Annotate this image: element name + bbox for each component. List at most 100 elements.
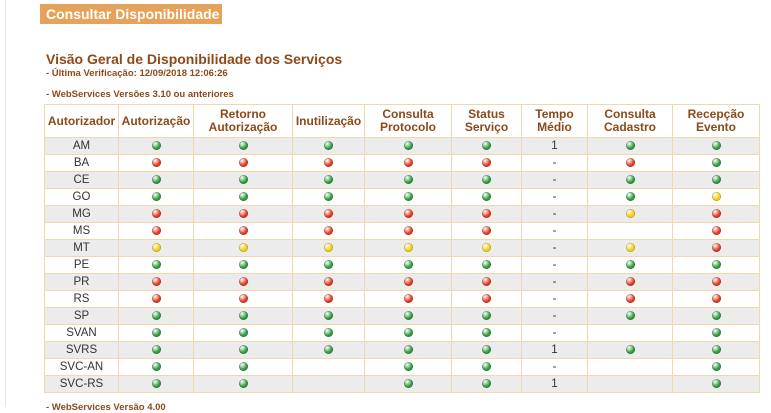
table-row: SVRS 1 xyxy=(44,341,760,359)
value-cell-tempo-medio: - xyxy=(521,307,588,325)
status-cell-status-servico xyxy=(451,341,522,359)
yellow-status-icon xyxy=(324,242,333,252)
green-status-icon xyxy=(403,344,413,354)
column-header-status-servico: Status Serviço xyxy=(451,104,522,138)
green-status-icon xyxy=(711,174,721,184)
red-status-icon xyxy=(151,208,161,218)
status-cell-recepcao-evento xyxy=(672,137,760,155)
status-cell-inutilizacao xyxy=(292,290,365,308)
status-cell-consulta-cadastro xyxy=(587,205,673,223)
red-status-icon xyxy=(238,225,248,235)
red-status-icon xyxy=(403,208,413,218)
autorizador-cell: MS xyxy=(44,222,119,240)
value-cell-tempo-medio: 1 xyxy=(521,375,588,393)
autorizador-cell: SP xyxy=(44,307,119,325)
value-cell-tempo-medio: - xyxy=(521,171,588,189)
value-cell-inutilizacao xyxy=(292,358,365,376)
status-cell-status-servico xyxy=(451,137,522,155)
status-cell-retorno-autorizacao xyxy=(193,154,293,172)
autorizador-cell: SVC-AN xyxy=(44,358,119,376)
value-cell-tempo-medio: - xyxy=(521,290,588,308)
green-status-icon xyxy=(482,174,491,184)
table-row: GO - xyxy=(44,188,760,206)
status-cell-consulta-protocolo xyxy=(364,154,452,172)
green-status-icon xyxy=(238,327,248,337)
status-cell-consulta-cadastro xyxy=(587,188,673,206)
value-cell-tempo-medio: - xyxy=(521,239,588,257)
column-header-retorno-autorizacao: Retorno Autorização xyxy=(193,104,293,138)
green-status-icon xyxy=(711,344,721,354)
value-cell-tempo-medio: - xyxy=(521,358,588,376)
green-status-icon xyxy=(238,259,248,269)
table-row: AM 1 xyxy=(44,137,760,155)
autorizador-cell: MG xyxy=(44,205,119,223)
left-border-line xyxy=(5,0,6,407)
status-cell-autorizacao xyxy=(118,273,194,291)
green-status-icon xyxy=(482,327,491,337)
green-status-icon xyxy=(238,140,248,150)
status-cell-autorizacao xyxy=(118,137,194,155)
green-status-icon xyxy=(403,327,413,337)
status-cell-autorizacao xyxy=(118,290,194,308)
status-cell-inutilizacao xyxy=(292,137,365,155)
green-status-icon xyxy=(625,191,635,201)
status-cell-inutilizacao xyxy=(292,341,365,359)
status-cell-autorizacao xyxy=(118,222,194,240)
autorizador-cell: GO xyxy=(44,188,119,206)
red-status-icon xyxy=(482,208,491,218)
value-cell-inutilizacao xyxy=(292,375,365,393)
status-cell-consulta-cadastro xyxy=(587,239,673,257)
green-status-icon xyxy=(711,140,721,150)
status-cell-autorizacao xyxy=(118,205,194,223)
yellow-status-icon xyxy=(403,242,413,252)
status-cell-status-servico xyxy=(451,171,522,189)
column-header-autorizador: Autorizador xyxy=(44,104,119,138)
status-cell-consulta-protocolo xyxy=(364,188,452,206)
red-status-icon xyxy=(482,157,491,167)
status-cell-status-servico xyxy=(451,358,522,376)
status-cell-retorno-autorizacao xyxy=(193,137,293,155)
green-status-icon xyxy=(625,140,635,150)
status-cell-retorno-autorizacao xyxy=(193,222,293,240)
status-cell-recepcao-evento xyxy=(672,222,760,240)
table-row: SVC-AN - xyxy=(44,358,760,376)
status-cell-recepcao-evento xyxy=(672,290,760,308)
status-cell-recepcao-evento xyxy=(672,307,760,325)
red-status-icon xyxy=(324,208,333,218)
green-status-icon xyxy=(625,174,635,184)
status-cell-consulta-protocolo xyxy=(364,239,452,257)
status-cell-consulta-protocolo xyxy=(364,290,452,308)
status-cell-recepcao-evento xyxy=(672,358,760,376)
status-cell-recepcao-evento xyxy=(672,375,760,393)
status-cell-inutilizacao xyxy=(292,273,365,291)
status-cell-consulta-protocolo xyxy=(364,341,452,359)
status-cell-inutilizacao xyxy=(292,171,365,189)
red-status-icon xyxy=(238,276,248,286)
green-status-icon xyxy=(625,259,635,269)
status-cell-status-servico xyxy=(451,205,522,223)
status-cell-consulta-cadastro xyxy=(587,154,673,172)
value-cell-tempo-medio: - xyxy=(521,222,588,240)
status-cell-consulta-cadastro xyxy=(587,256,673,274)
red-status-icon xyxy=(324,225,333,235)
status-cell-autorizacao xyxy=(118,307,194,325)
yellow-status-icon xyxy=(238,242,248,252)
status-cell-retorno-autorizacao xyxy=(193,188,293,206)
green-status-icon xyxy=(482,378,491,388)
red-status-icon xyxy=(151,157,161,167)
status-cell-consulta-cadastro xyxy=(587,137,673,155)
green-status-icon xyxy=(482,140,491,150)
green-status-icon xyxy=(711,157,721,167)
status-cell-consulta-cadastro xyxy=(587,171,673,189)
red-status-icon xyxy=(711,208,721,218)
status-cell-autorizacao xyxy=(118,256,194,274)
table-row: SP - xyxy=(44,307,760,325)
yellow-status-icon xyxy=(625,208,635,218)
red-status-icon xyxy=(625,293,635,303)
green-status-icon xyxy=(151,191,161,201)
webservices-version-label: - WebServices Versões 3.10 ou anteriores xyxy=(46,89,234,100)
red-status-icon xyxy=(482,276,491,286)
status-cell-autorizacao xyxy=(118,239,194,257)
status-cell-recepcao-evento xyxy=(672,273,760,291)
value-cell-tempo-medio: - xyxy=(521,154,588,172)
